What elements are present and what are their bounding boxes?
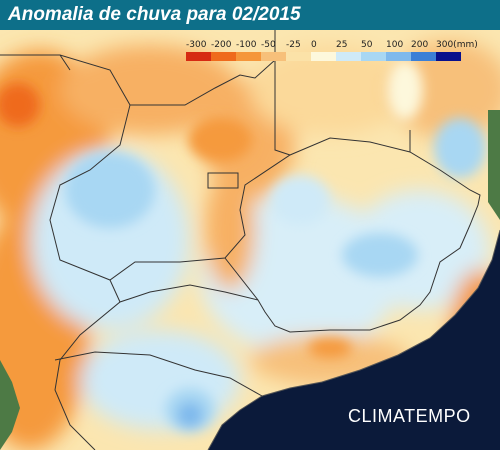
legend-swatch — [386, 52, 411, 61]
legend-label: -100 — [236, 40, 257, 50]
legend-swatch — [311, 52, 336, 61]
legend-swatch — [286, 52, 311, 61]
legend-swatch — [186, 52, 211, 61]
legend-labels: -300 -200 -100 -50 -25 0 25 50 100 200 300(mm) — [186, 40, 486, 51]
map-title: Anomalia de chuva para 02/2015 — [0, 0, 500, 30]
legend-swatch — [436, 52, 461, 61]
legend-label: 0 — [311, 40, 317, 50]
brand-logo: CLIMATEMPO — [348, 406, 471, 426]
legend-label: 25 — [336, 40, 348, 50]
legend-swatch — [411, 52, 436, 61]
coastline — [207, 229, 500, 450]
legend-swatch — [211, 52, 236, 61]
legend-label: -300 — [186, 40, 207, 50]
legend-label: 300(mm) — [436, 40, 478, 50]
map-area — [0, 30, 500, 450]
legend-label: 50 — [361, 40, 373, 50]
legend-label: -50 — [261, 40, 276, 50]
land-anomaly-field — [0, 30, 500, 450]
legend-label: -200 — [211, 40, 232, 50]
legend-swatch — [336, 52, 361, 61]
legend-swatch — [261, 52, 286, 61]
state-borders — [0, 30, 481, 450]
legend-label: 100 — [386, 40, 404, 50]
legend-swatches — [186, 52, 461, 61]
legend-swatch — [361, 52, 386, 61]
legend-label: -25 — [286, 40, 301, 50]
legend-label: 200 — [411, 40, 429, 50]
neighbor-land-west — [0, 360, 20, 450]
neighbor-land-east — [488, 110, 500, 220]
legend-swatch — [236, 52, 261, 61]
anomaly-map — [0, 30, 500, 450]
